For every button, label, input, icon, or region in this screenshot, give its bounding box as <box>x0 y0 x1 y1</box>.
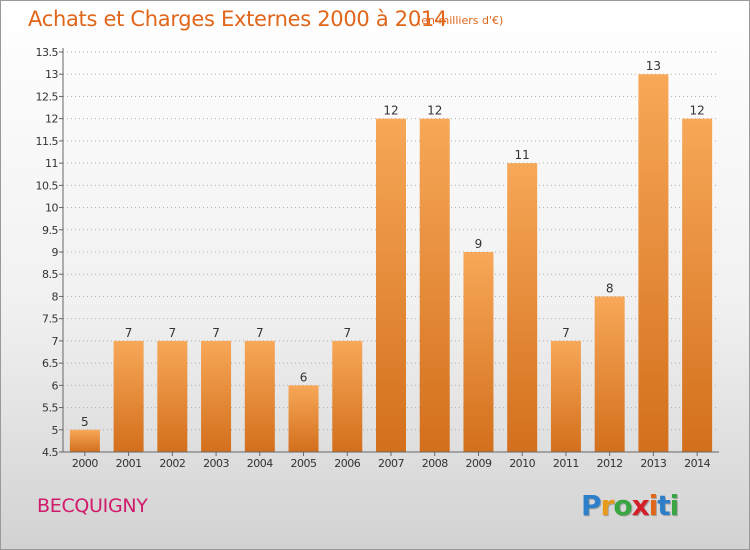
y-tick-label: 11 <box>45 157 58 170</box>
y-tick-label: 7.5 <box>42 313 58 326</box>
y-tick-label: 7 <box>52 335 59 348</box>
x-tick-label: 2001 <box>116 457 142 470</box>
y-tick-label: 10.5 <box>36 179 59 192</box>
logo-letter: P <box>581 489 602 522</box>
bar-2003 <box>201 340 232 452</box>
y-tick-label: 4.5 <box>42 446 58 459</box>
logo-letter: r <box>600 489 615 522</box>
y-tick-label: 13 <box>45 68 58 81</box>
data-label: 7 <box>125 326 133 340</box>
bar-2012 <box>594 296 625 452</box>
bar-2005 <box>288 385 319 452</box>
y-tick-label: 11.5 <box>36 135 59 148</box>
x-tick-label: 2002 <box>159 457 185 470</box>
bar-2009 <box>463 252 494 452</box>
x-tick-label: 2011 <box>553 457 579 470</box>
x-tick-label: 2009 <box>465 457 491 470</box>
y-tick-label: 9 <box>52 246 59 259</box>
logo-letter: i <box>669 489 680 522</box>
y-tick-label: 5 <box>52 424 59 437</box>
x-tick-label: 2007 <box>378 457 404 470</box>
bar-2007 <box>376 118 406 453</box>
x-tick-label: 2004 <box>247 457 273 470</box>
y-tick-label: 12.5 <box>36 90 59 103</box>
chart-title: Achats et Charges Externes 2000 à 2014 <box>28 7 448 31</box>
bar-2014 <box>682 118 713 453</box>
bar-2002 <box>157 340 188 452</box>
data-label: 7 <box>169 326 177 340</box>
x-tick-label: 2008 <box>422 457 448 470</box>
x-tick-label: 2000 <box>72 457 98 470</box>
data-label: 7 <box>212 326 220 340</box>
bar-2008 <box>419 118 450 453</box>
data-label: 11 <box>515 148 530 162</box>
x-tick-label: 2012 <box>597 457 623 470</box>
data-label: 5 <box>81 415 89 429</box>
bar-2010 <box>507 163 538 452</box>
y-tick-label: 9.5 <box>42 224 58 237</box>
axes: 4.5 5 5.5 6 6.5 7 7.5 8 8.5 9 9.5 10 10.5 11 11.5 12 12.… <box>36 46 719 470</box>
x-tick-label: 2010 <box>509 457 535 470</box>
y-tick-label: 13.5 <box>36 46 59 59</box>
bar-2013 <box>638 74 669 452</box>
logo-letter: t <box>657 489 670 522</box>
bar-2011 <box>550 340 581 452</box>
y-tick-label: 8 <box>52 290 59 303</box>
y-tick-label: 6 <box>52 379 59 392</box>
x-tick-label: 2006 <box>334 457 360 470</box>
x-tick-label: 2014 <box>684 457 710 470</box>
data-label: 6 <box>300 370 308 384</box>
y-tick-label: 12 <box>45 113 58 126</box>
data-label: 12 <box>383 104 398 118</box>
data-label: 7 <box>256 326 264 340</box>
data-label: 7 <box>343 326 351 340</box>
commune-name: BECQUIGNY <box>37 495 148 517</box>
y-tick-label: 5.5 <box>42 402 58 415</box>
data-label: 7 <box>562 326 570 340</box>
x-tick-label: 2013 <box>640 457 666 470</box>
unit-note: (en milliers d'€) <box>417 14 504 27</box>
data-label: 8 <box>606 281 614 295</box>
y-tick-label: 8.5 <box>42 268 58 281</box>
bars: 5 7 7 7 7 6 7 12 12 9 11 7 8 13 12 <box>69 59 713 453</box>
x-tick-label: 2005 <box>291 457 317 470</box>
data-label: 12 <box>427 104 442 118</box>
bar-2006 <box>332 340 363 452</box>
bar-2000 <box>69 429 100 452</box>
x-tick-label: 2003 <box>203 457 229 470</box>
bar-2001 <box>113 340 144 452</box>
data-label: 12 <box>689 104 704 118</box>
y-tick-label: 6.5 <box>42 357 58 370</box>
logo-letter: i <box>648 489 659 522</box>
bar-2004 <box>244 340 275 452</box>
proxiti-logo: Proxiti <box>581 489 680 522</box>
logo-letter: o <box>613 489 632 522</box>
data-label: 13 <box>646 59 661 73</box>
y-tick-label: 10 <box>45 202 58 215</box>
data-label: 9 <box>475 237 483 251</box>
logo-letter: x <box>631 489 650 522</box>
